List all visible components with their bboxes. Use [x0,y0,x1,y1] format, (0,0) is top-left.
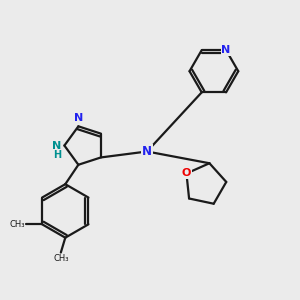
Text: CH₃: CH₃ [53,254,69,263]
Text: N: N [221,45,231,55]
Text: H: H [53,150,61,160]
Text: N: N [52,140,61,151]
Text: O: O [182,169,191,178]
Text: CH₃: CH₃ [9,220,25,229]
Text: N: N [142,145,152,158]
Text: N: N [74,113,83,123]
